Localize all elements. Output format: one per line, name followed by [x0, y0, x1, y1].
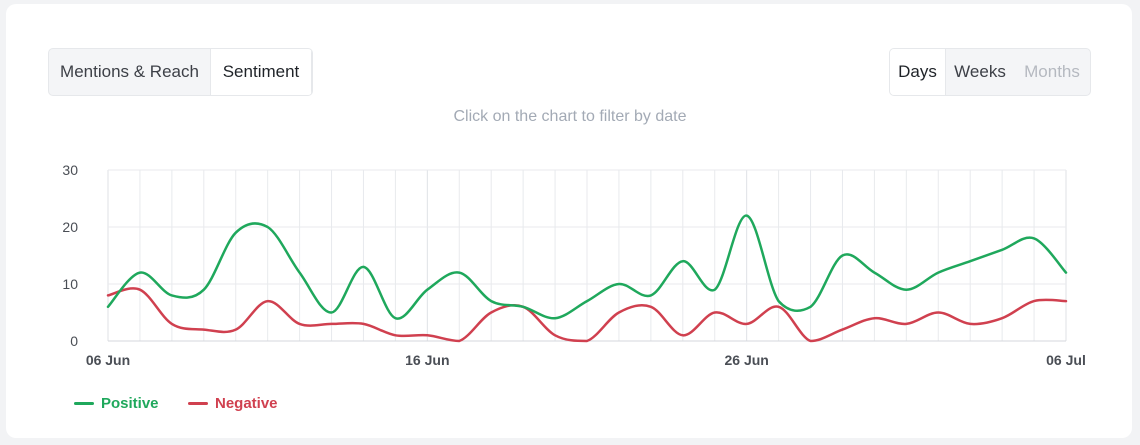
y-tick-label: 30: [62, 162, 78, 178]
tab-months: Months: [1014, 49, 1090, 95]
x-tick-label: 26 Jun: [724, 352, 768, 368]
tab-months-label: Months: [1024, 62, 1080, 81]
metric-tabs: Mentions & Reach Sentiment: [48, 48, 313, 96]
series-negative-line[interactable]: [106, 287, 1068, 343]
tab-days[interactable]: Days: [890, 49, 946, 95]
chart-hint: Click on the chart to filter by date: [453, 108, 687, 125]
legend-positive-label: Positive: [101, 395, 159, 412]
legend-negative-label: Negative: [215, 395, 278, 412]
tab-days-label: Days: [898, 62, 937, 81]
tab-sentiment[interactable]: Sentiment: [210, 49, 312, 95]
tab-mentions-reach[interactable]: Mentions & Reach: [49, 49, 210, 95]
tab-sentiment-label: Sentiment: [222, 62, 300, 81]
period-tabs: Days Weeks Months: [889, 48, 1091, 96]
legend-negative[interactable]: Negative: [188, 395, 278, 412]
y-tick-label: 0: [70, 333, 78, 349]
x-tick-label: 06 Jul: [1046, 352, 1086, 368]
y-tick-label: 10: [62, 276, 78, 292]
x-tick-label: 06 Jun: [86, 352, 130, 368]
tab-mentions-reach-label: Mentions & Reach: [60, 62, 199, 81]
tab-weeks[interactable]: Weeks: [946, 49, 1014, 95]
legend-negative-swatch: [188, 402, 208, 405]
tab-weeks-label: Weeks: [954, 62, 1006, 81]
series-positive-line[interactable]: [106, 214, 1068, 320]
legend-positive[interactable]: Positive: [74, 395, 159, 412]
y-tick-label: 20: [62, 219, 78, 235]
legend-positive-swatch: [74, 402, 94, 405]
x-tick-label: 16 Jun: [405, 352, 449, 368]
